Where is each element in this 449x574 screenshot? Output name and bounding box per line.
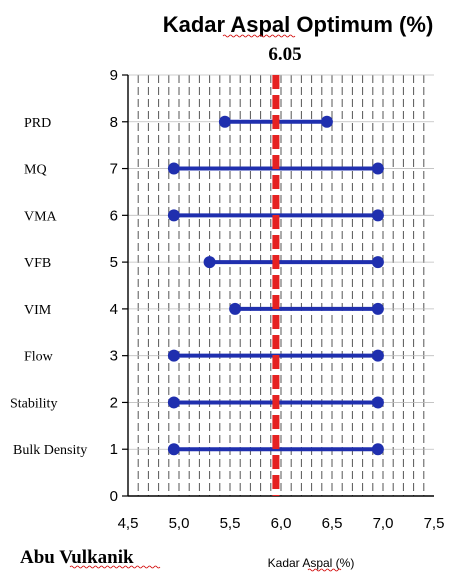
category-label: Bulk Density <box>13 443 87 458</box>
category-label: MQ <box>24 163 47 178</box>
x-tick-label: 5,5 <box>220 515 241 532</box>
range-start-point <box>167 209 180 222</box>
footer-label: Abu Vulkanik <box>20 547 134 568</box>
y-tick-label: 0 <box>110 488 118 505</box>
category-label: VIM <box>24 303 52 318</box>
range-end-point <box>371 443 384 456</box>
range-end-point <box>371 162 384 175</box>
chart-title: Kadar Aspal Optimum (%) <box>163 12 434 37</box>
y-tick-label: 6 <box>110 207 118 224</box>
x-tick-label: 6,5 <box>322 515 343 532</box>
spellcheck-underline <box>222 34 296 38</box>
category-label: VMA <box>24 209 58 224</box>
spellcheck-underline <box>69 565 161 569</box>
range-end-point <box>371 209 384 222</box>
range-start-point <box>167 396 180 409</box>
range-start-point <box>203 256 216 269</box>
range-start-point <box>167 349 180 362</box>
y-tick-label: 5 <box>110 254 118 271</box>
spellcheck-underline <box>307 568 342 572</box>
range-start-point <box>167 443 180 456</box>
y-tick-label: 7 <box>110 161 118 178</box>
y-tick-label: 2 <box>110 394 118 411</box>
range-start-point <box>167 162 180 175</box>
range-end-point <box>320 115 333 128</box>
range-end-point <box>371 256 384 269</box>
x-tick-label: 7,0 <box>373 515 394 532</box>
category-label: Flow <box>24 350 54 365</box>
category-label: PRD <box>24 116 51 131</box>
y-tick-label: 3 <box>110 348 118 365</box>
category-label: Stability <box>10 396 57 411</box>
range-end-point <box>371 349 384 362</box>
y-tick-label: 9 <box>110 67 118 84</box>
y-tick-label: 8 <box>110 114 118 131</box>
plot-area: 0 1 2 3 4 5 6 7 8 9 4,5 5,0 5,5 6,0 6,5 7,0 7,5 PRD MQ VMA V… <box>10 67 444 532</box>
optimum-value-label: 6.05 <box>268 44 301 65</box>
x-tick-label: 7,5 <box>424 515 445 532</box>
range-end-point <box>371 302 384 315</box>
category-label: VFB <box>24 256 51 271</box>
x-axis-label: Kadar Aspal (%) <box>268 556 355 570</box>
range-end-point <box>371 396 384 409</box>
x-tick-label: 6,0 <box>271 515 292 532</box>
range-start-point <box>218 115 231 128</box>
x-tick-label: 5,0 <box>169 515 190 532</box>
x-tick-label: 4,5 <box>118 515 139 532</box>
y-tick-label: 4 <box>110 301 118 318</box>
range-start-point <box>229 302 242 315</box>
y-tick-label: 1 <box>110 441 118 458</box>
